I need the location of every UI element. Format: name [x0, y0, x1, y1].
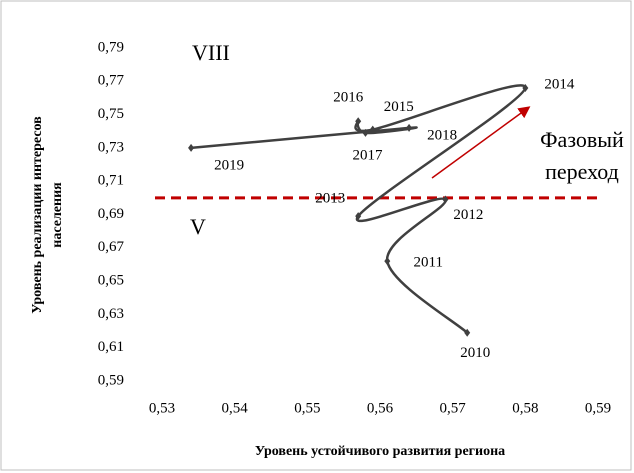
marker	[522, 83, 529, 92]
y-axis-title: населения	[50, 182, 65, 248]
y-tick-label: 0,67	[98, 239, 125, 255]
marker	[362, 128, 369, 137]
point-label: 2018	[427, 127, 457, 143]
marker	[406, 123, 413, 132]
y-tick-label: 0,73	[98, 139, 124, 155]
point-label: 2010	[460, 345, 490, 361]
y-tick-label: 0,75	[98, 106, 124, 122]
x-axis-title: Уровень устойчивого развития региона	[255, 444, 505, 459]
marker	[188, 143, 195, 152]
y-tick-label: 0,77	[98, 73, 125, 89]
y-tick-label: 0,79	[98, 39, 124, 55]
point-label: 2015	[384, 99, 414, 115]
y-axis-title: Уровень реализации интересов	[30, 116, 45, 314]
marker	[384, 257, 391, 266]
point-label: 2017	[352, 147, 383, 163]
marker	[355, 117, 362, 126]
x-tick-label: 0,53	[149, 400, 175, 416]
marker	[355, 212, 362, 221]
annotation: Фазовый	[540, 127, 624, 152]
zone-label: V	[190, 214, 206, 239]
y-tick-label: 0,61	[98, 339, 124, 355]
x-tick-label: 0,54	[222, 400, 249, 416]
y-tick-label: 0,71	[98, 173, 124, 189]
x-tick-label: 0,59	[585, 400, 611, 416]
point-label: 2013	[315, 191, 345, 207]
x-tick-label: 0,56	[367, 400, 394, 416]
y-tick-label: 0,69	[98, 206, 124, 222]
point-label: 2012	[453, 207, 483, 223]
arrow	[431, 106, 531, 179]
annotation: переход	[545, 159, 619, 184]
point-label: 2019	[214, 157, 244, 173]
point-label: 2014	[544, 76, 575, 92]
x-tick-label: 0,57	[440, 400, 467, 416]
y-tick-label: 0,65	[98, 273, 124, 289]
marker	[369, 125, 376, 134]
point-label: 2011	[414, 255, 443, 271]
y-tick-label: 0,59	[98, 372, 124, 388]
zone-label: VIII	[192, 40, 230, 65]
x-tick-label: 0,55	[294, 400, 320, 416]
y-tick-label: 0,63	[98, 306, 124, 322]
line	[190, 84, 527, 334]
marker	[442, 195, 449, 204]
point-label: 2016	[333, 90, 364, 106]
x-tick-label: 0,58	[512, 400, 538, 416]
marker	[464, 328, 471, 337]
